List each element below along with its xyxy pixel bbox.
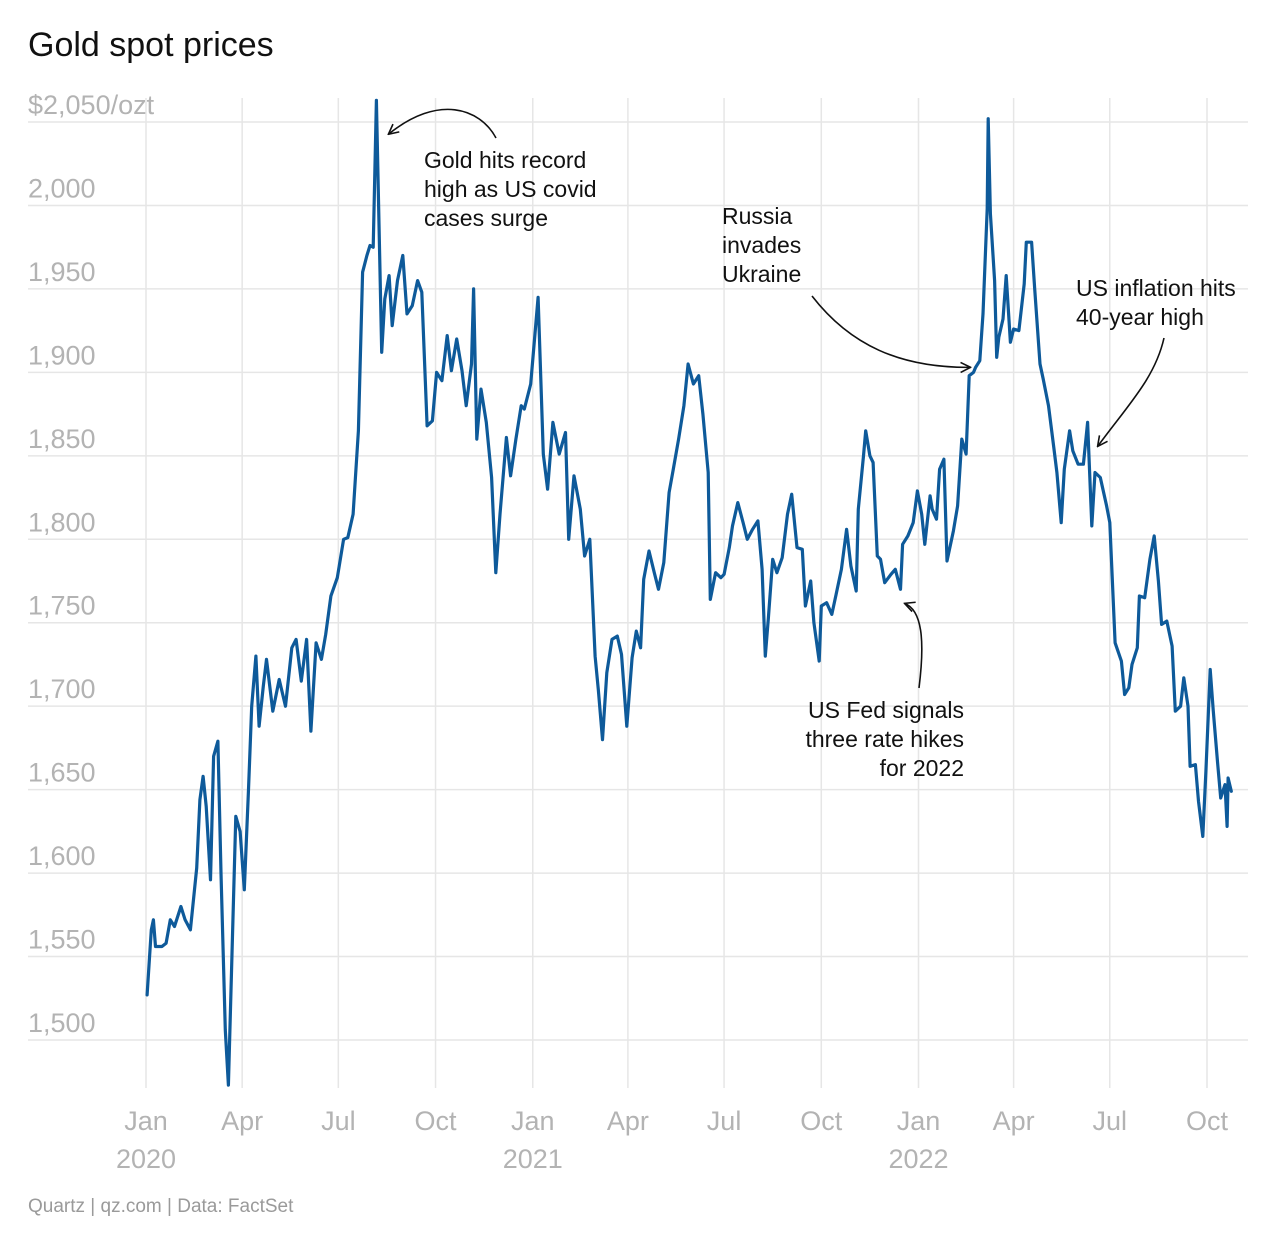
y-tick-label: 1,800 [28,507,96,537]
x-tick-year: 2021 [503,1144,563,1174]
series-line [145,98,1233,1087]
x-tick-label: Apr [607,1106,649,1136]
x-tick-label: Oct [415,1106,458,1136]
y-axis: $2,050/ozt 2,000 1,950 1,900 1,850 1,800 1,750… [28,90,155,1038]
annotation-text: for 2022 [880,755,964,781]
annotations: Gold hits record high as US covid cases su… [388,108,1236,781]
annotation-text: three rate hikes [805,726,964,752]
annotation-text: invades [722,232,801,258]
x-axis: Jan 2020 Apr Jul Oct Jan 2021 Apr Jul Oct Jan 2022 A… [116,1106,1229,1174]
x-tick-label: Jan [511,1106,555,1136]
x-tick-label: Jan [897,1106,941,1136]
x-tick-label: Apr [221,1106,263,1136]
x-tick-label: Apr [993,1106,1035,1136]
x-tick-label: Oct [1186,1106,1229,1136]
x-tick-label: Oct [800,1106,843,1136]
annotation-text: high as US covid [424,176,597,202]
annotation-text: Gold hits record [424,147,586,173]
y-tick-label: 1,550 [28,925,96,955]
y-tick-label: 1,650 [28,758,96,788]
annotation-text: 40-year high [1076,304,1204,330]
annotation-text: US Fed signals [808,697,964,723]
y-tick-label: 1,600 [28,841,96,871]
y-tick-label: 2,000 [28,173,96,203]
gridlines [28,98,1248,1088]
x-tick-label: Jul [321,1106,356,1136]
x-tick-label: Jul [707,1106,742,1136]
series-layer [145,98,1233,1087]
y-tick-label: 1,750 [28,591,96,621]
x-tick-label: Jul [1093,1106,1128,1136]
y-tick-label: $2,050/ozt [28,90,155,120]
annotation-arrow [1098,337,1165,446]
annotation-text: Russia [722,203,793,229]
annotation-text: US inflation hits [1076,275,1236,301]
y-tick-label: 1,700 [28,674,96,704]
x-tick-label: Jan [124,1106,168,1136]
annotation-arrow [811,295,971,367]
chart-title: Gold spot prices [28,26,274,64]
annotation-arrow [905,603,923,689]
y-tick-label: 1,850 [28,424,96,454]
annotation-text: Ukraine [722,261,801,287]
x-tick-year: 2020 [116,1144,176,1174]
y-tick-label: 1,900 [28,340,96,370]
y-tick-label: 1,950 [28,257,96,287]
annotation-text: cases surge [424,205,548,231]
annotation-arrow [388,108,497,139]
x-tick-year: 2022 [888,1144,948,1174]
y-tick-label: 1,500 [28,1008,96,1038]
source-note: Quartz | qz.com | Data: FactSet [28,1196,294,1217]
